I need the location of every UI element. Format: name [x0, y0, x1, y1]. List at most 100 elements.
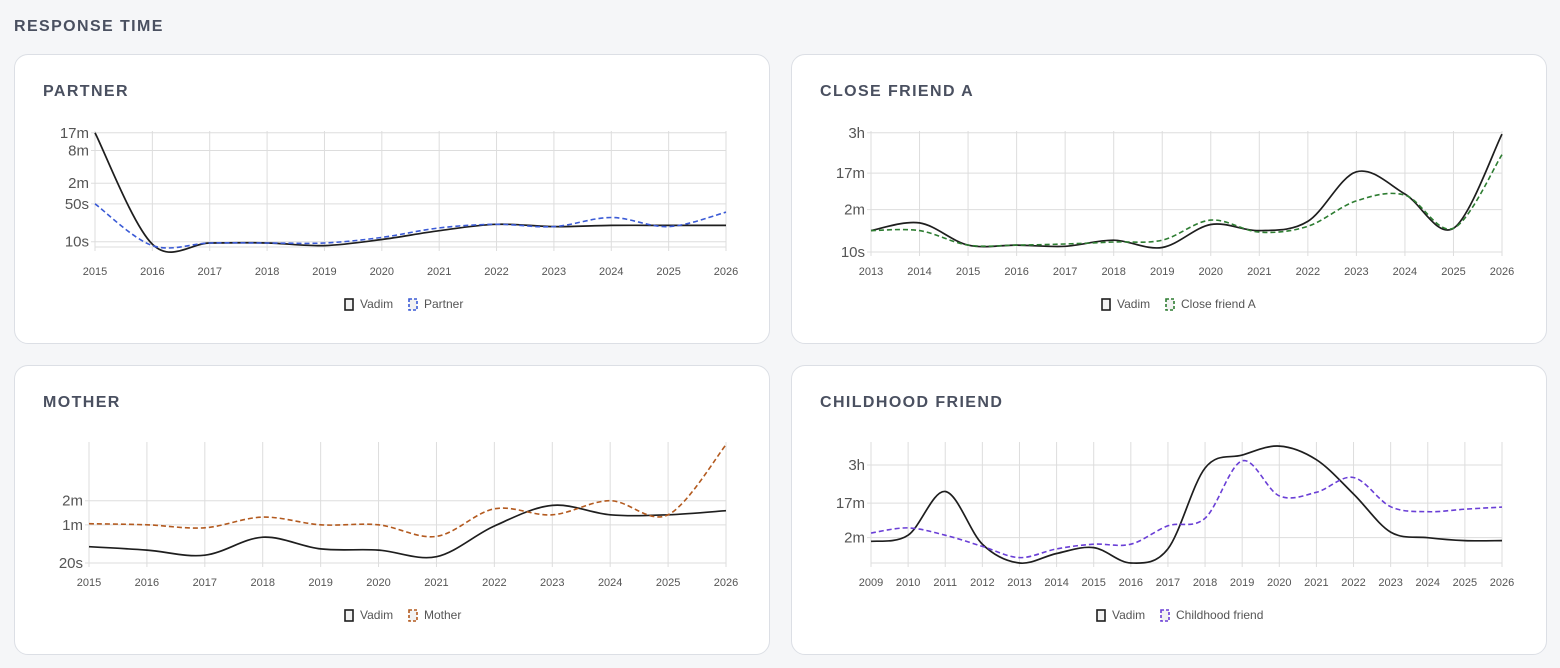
chart-card-close-friend-a: CLOSE FRIEND A 3h 17m 2m 10s 2013 2014 2015 201… [791, 54, 1547, 344]
y-tick-label: 20s [59, 555, 83, 572]
x-tick-label: 2025 [656, 266, 680, 278]
grid [867, 442, 1503, 567]
chart-card-childhood-friend: CHILDHOOD FRIEND 3h 17m 2m 2009 2010 2011 2012… [791, 365, 1547, 655]
x-tick-label: 2009 [859, 577, 883, 589]
x-tick-label: 2022 [1341, 577, 1365, 589]
legend-label: Mother [424, 608, 461, 622]
legend-swatch [408, 298, 418, 311]
chart-title: CHILDHOOD FRIEND [820, 394, 1004, 411]
x-tick-label: 2023 [540, 577, 564, 589]
x-tick-label: 2017 [193, 577, 217, 589]
x-tick-label: 2022 [1296, 266, 1320, 278]
legend-swatch [1160, 609, 1170, 622]
y-tick-label: 2m [844, 202, 865, 219]
legend-item[interactable]: Childhood friend [1160, 608, 1263, 622]
grid [867, 131, 1503, 256]
chart-card-mother: MOTHER 2m 1m 20s 2015 2016 2017 2018 2019 2020 20… [14, 365, 770, 655]
legend-item[interactable]: Close friend A [1165, 297, 1256, 311]
legend-label: Vadim [1112, 608, 1145, 622]
y-tick-label: 17m [60, 125, 89, 142]
x-tick-label: 2024 [1416, 577, 1440, 589]
x-tick-label: 2011 [933, 577, 957, 589]
x-tick-label: 2025 [1453, 577, 1477, 589]
chart-title: MOTHER [43, 394, 121, 411]
x-tick-label: 2020 [1267, 577, 1291, 589]
x-tick-label: 2018 [1101, 266, 1125, 278]
legend-swatch [1165, 298, 1175, 311]
legend-item[interactable]: Partner [408, 297, 463, 311]
y-tick-label: 2m [62, 493, 83, 510]
x-tick-label: 2026 [714, 577, 738, 589]
y-tick-label: 50s [65, 196, 89, 213]
series-line-vadim [88, 504, 727, 559]
series-line-childhood-friend [870, 459, 1503, 559]
x-tick-label: 2015 [77, 577, 101, 589]
section-title: RESPONSE TIME [14, 18, 164, 35]
chart-card-partner: PARTNER 17m 8m 2m 50s 10s 2015 2016 2017 2018 201… [14, 54, 770, 344]
x-tick-label: 2013 [1007, 577, 1031, 589]
legend-item[interactable]: Vadim [1101, 297, 1150, 311]
x-tick-label: 2018 [1193, 577, 1217, 589]
x-tick-label: 2016 [1004, 266, 1028, 278]
series-line-vadim [94, 132, 726, 253]
x-tick-label: 2018 [255, 266, 279, 278]
x-tick-label: 2026 [714, 266, 738, 278]
x-tick-label: 2024 [1393, 266, 1417, 278]
series-line-vadim [870, 133, 1503, 249]
series-line-mother [88, 444, 727, 538]
x-tick-label: 2016 [140, 266, 164, 278]
x-tick-label: 2021 [1304, 577, 1328, 589]
x-tick-label: 2015 [83, 266, 107, 278]
x-tick-label: 2024 [599, 266, 623, 278]
legend-label: Childhood friend [1176, 608, 1263, 622]
y-tick-label: 17m [836, 495, 865, 512]
x-tick-label: 2024 [598, 577, 622, 589]
x-tick-label: 2017 [1156, 577, 1180, 589]
chart-mother: 2m 1m 20s 2015 2016 2017 2018 2019 2020 2021 2022 2… [59, 442, 738, 622]
x-tick-label: 2013 [859, 266, 883, 278]
series-line-close-friend-a [870, 154, 1503, 248]
x-tick-label: 2016 [135, 577, 159, 589]
chart-close-friend-a: 3h 17m 2m 10s 2013 2014 2015 2016 2017 2018 2019 20… [836, 125, 1514, 311]
x-tick-label: 2021 [424, 577, 448, 589]
series-line-partner [94, 203, 727, 249]
legend-item[interactable]: Mother [408, 608, 461, 622]
series-line-vadim [870, 445, 1503, 564]
x-tick-label: 2023 [542, 266, 566, 278]
x-tick-label: 2019 [312, 266, 336, 278]
y-tick-label: 3h [848, 125, 865, 142]
y-tick-label: 10s [841, 244, 865, 261]
legend-item[interactable]: Vadim [1096, 608, 1145, 622]
x-tick-label: 2019 [308, 577, 332, 589]
y-tick-label: 17m [836, 165, 865, 182]
x-tick-label: 2023 [1378, 577, 1402, 589]
x-tick-label: 2021 [1247, 266, 1271, 278]
x-tick-label: 2022 [482, 577, 506, 589]
legend-swatch [344, 609, 354, 622]
legend-item[interactable]: Vadim [344, 608, 393, 622]
x-tick-label: 2014 [1044, 577, 1068, 589]
legend-item[interactable]: Vadim [344, 297, 393, 311]
chart-title: PARTNER [43, 83, 129, 100]
grid [91, 131, 727, 251]
legend-label: Vadim [360, 608, 393, 622]
grid [85, 442, 727, 567]
legend-label: Close friend A [1181, 297, 1256, 311]
y-tick-label: 2m [68, 175, 89, 192]
x-tick-label: 2026 [1490, 577, 1514, 589]
x-tick-label: 2017 [1053, 266, 1077, 278]
legend-swatch [1101, 298, 1111, 311]
x-tick-label: 2020 [370, 266, 394, 278]
y-tick-label: 1m [62, 517, 83, 534]
x-tick-label: 2025 [656, 577, 680, 589]
y-tick-label: 10s [65, 234, 89, 251]
x-tick-label: 2017 [197, 266, 221, 278]
y-tick-label: 3h [848, 457, 865, 474]
x-tick-label: 2022 [484, 266, 508, 278]
x-tick-label: 2025 [1441, 266, 1465, 278]
x-tick-label: 2021 [427, 266, 451, 278]
x-tick-label: 2010 [896, 577, 920, 589]
legend-label: Partner [424, 297, 463, 311]
x-tick-label: 2016 [1119, 577, 1143, 589]
